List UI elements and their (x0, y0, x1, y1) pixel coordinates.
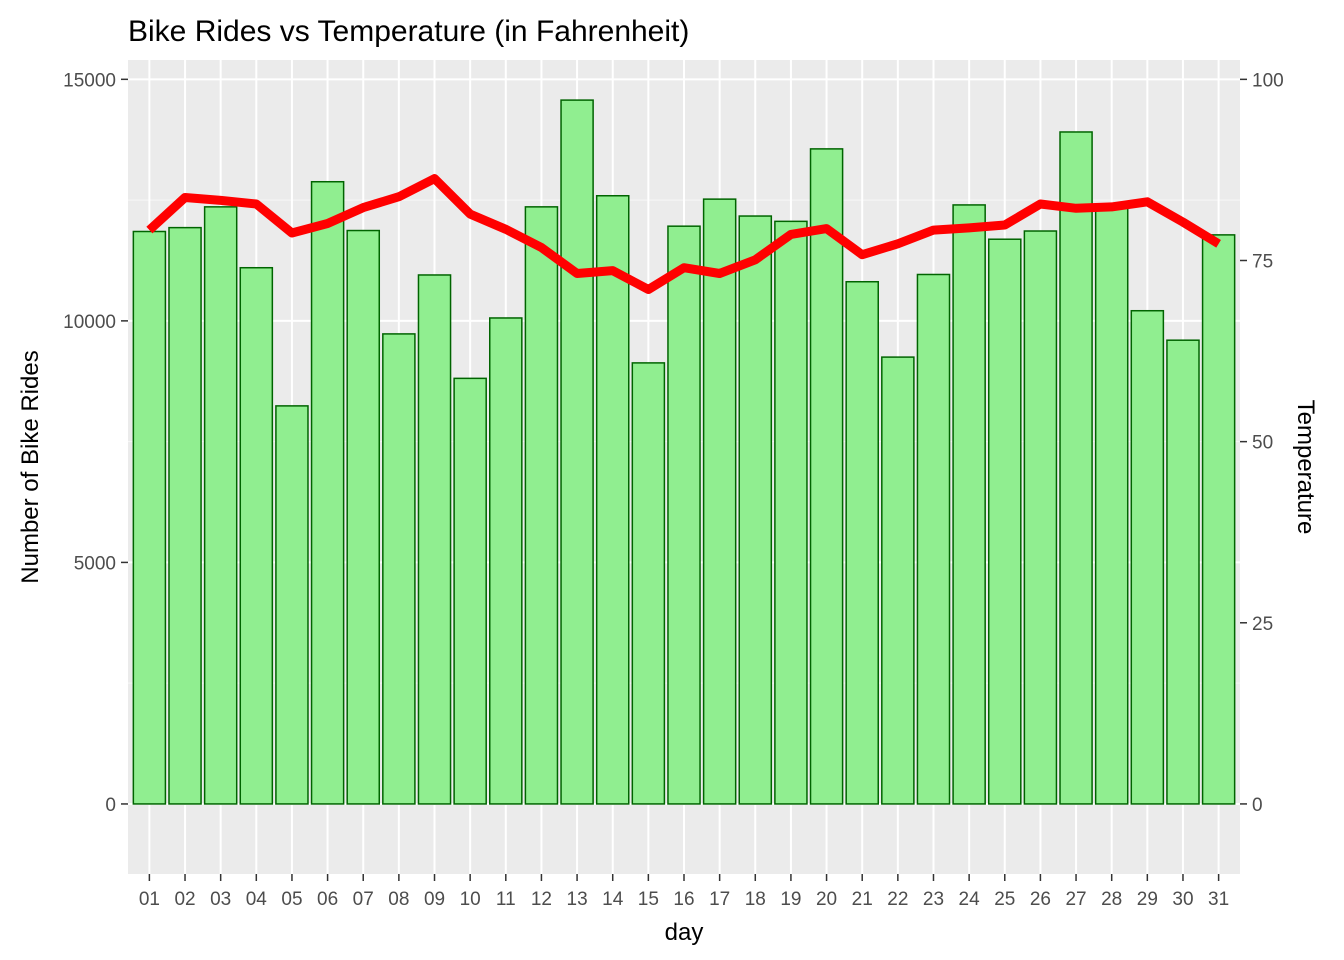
bar-day-24 (952, 204, 986, 805)
y2-tick-label: 75 (1252, 251, 1273, 272)
x-tick-label: 06 (317, 889, 338, 910)
bar-day-09 (417, 274, 452, 805)
x-tick-label: 15 (638, 889, 659, 910)
y2-tick-label: 25 (1252, 614, 1273, 635)
y-tick-label: 10000 (63, 312, 116, 333)
x-tick-label: 24 (959, 889, 981, 910)
x-tick-label: 27 (1065, 889, 1086, 910)
x-tick-label: 08 (388, 889, 409, 910)
x-tick-label: 19 (780, 889, 801, 910)
x-tick-label: 18 (745, 889, 766, 910)
x-tick-label: 25 (994, 889, 1015, 910)
bar-day-05 (275, 405, 309, 805)
y2-tick-label: 0 (1252, 795, 1263, 816)
bar-day-06 (310, 180, 345, 805)
x-tick-label: 07 (353, 889, 374, 910)
bar-day-21 (845, 280, 879, 805)
y2-tick-label: 100 (1252, 70, 1284, 91)
axes: 0 5000 10000 15000 0 25 50 75 100 01 02 03 04 05 06 07 0… (63, 70, 1284, 910)
bar-day-17 (702, 198, 737, 805)
x-tick-label: 22 (887, 889, 908, 910)
bar-day-13 (560, 99, 594, 805)
temperature-line (146, 174, 1221, 294)
x-tick-label: 20 (816, 889, 837, 910)
bar-day-20 (809, 148, 844, 805)
bar-day-14 (595, 194, 630, 805)
bar-day-22 (881, 356, 915, 805)
bar-day-12 (524, 206, 559, 805)
x-tick-label: 26 (1030, 889, 1051, 910)
bar-day-01 (132, 230, 167, 805)
y2-tick-label: 50 (1252, 433, 1273, 454)
x-tick-label: 10 (460, 889, 481, 910)
bar-day-18 (738, 215, 773, 805)
x-tick-label: 14 (602, 889, 624, 910)
bar-day-11 (489, 317, 523, 805)
bar-day-02 (168, 226, 202, 805)
chart-title: Bike Rides vs Temperature (in Fahrenheit… (128, 15, 689, 48)
bar-day-15 (631, 362, 666, 805)
x-tick-label: 09 (424, 889, 445, 910)
x-tick-label: 28 (1101, 889, 1122, 910)
bar-day-08 (382, 333, 416, 805)
x-tick-label: 21 (852, 889, 873, 910)
x-tick-label: 30 (1172, 889, 1193, 910)
temperature-line-layer (146, 174, 1221, 294)
x-tick-label: 01 (139, 889, 160, 910)
y-tick-label: 15000 (63, 70, 116, 91)
bar-day-16 (667, 225, 701, 805)
x-tick-label: 31 (1208, 889, 1229, 910)
x-tick-label: 12 (531, 889, 552, 910)
bar-day-30 (1166, 339, 1200, 805)
bar-day-29 (1130, 309, 1165, 805)
x-tick-label: 13 (567, 889, 588, 910)
y-axis-title: Number of Bike Rides (17, 350, 44, 583)
x-axis-title: day (665, 919, 704, 946)
x-tick-label: 23 (923, 889, 944, 910)
y-tick-label: 5000 (74, 553, 116, 574)
bar-day-27 (1059, 131, 1093, 805)
bar-day-26 (1023, 230, 1058, 805)
x-tick-label: 03 (210, 889, 231, 910)
x-tick-label: 17 (709, 889, 730, 910)
x-tick-label: 02 (174, 889, 195, 910)
bar-day-23 (916, 273, 951, 805)
x-tick-label: 29 (1137, 889, 1158, 910)
bar-day-04 (239, 266, 274, 805)
x-tick-label: 05 (281, 889, 302, 910)
bar-day-03 (203, 206, 238, 805)
bar-day-19 (774, 220, 808, 805)
bar-day-31 (1201, 234, 1236, 805)
bars (132, 99, 1236, 805)
bar-day-07 (346, 229, 381, 805)
bar-day-25 (987, 238, 1022, 805)
y2-axis-title: Temperature (1292, 400, 1319, 535)
x-tick-label: 16 (673, 889, 694, 910)
bar-day-28 (1094, 203, 1129, 805)
bar-day-10 (453, 377, 487, 805)
x-tick-label: 11 (496, 889, 516, 910)
x-tick-label: 04 (246, 889, 268, 910)
y-tick-label: 0 (105, 795, 116, 816)
